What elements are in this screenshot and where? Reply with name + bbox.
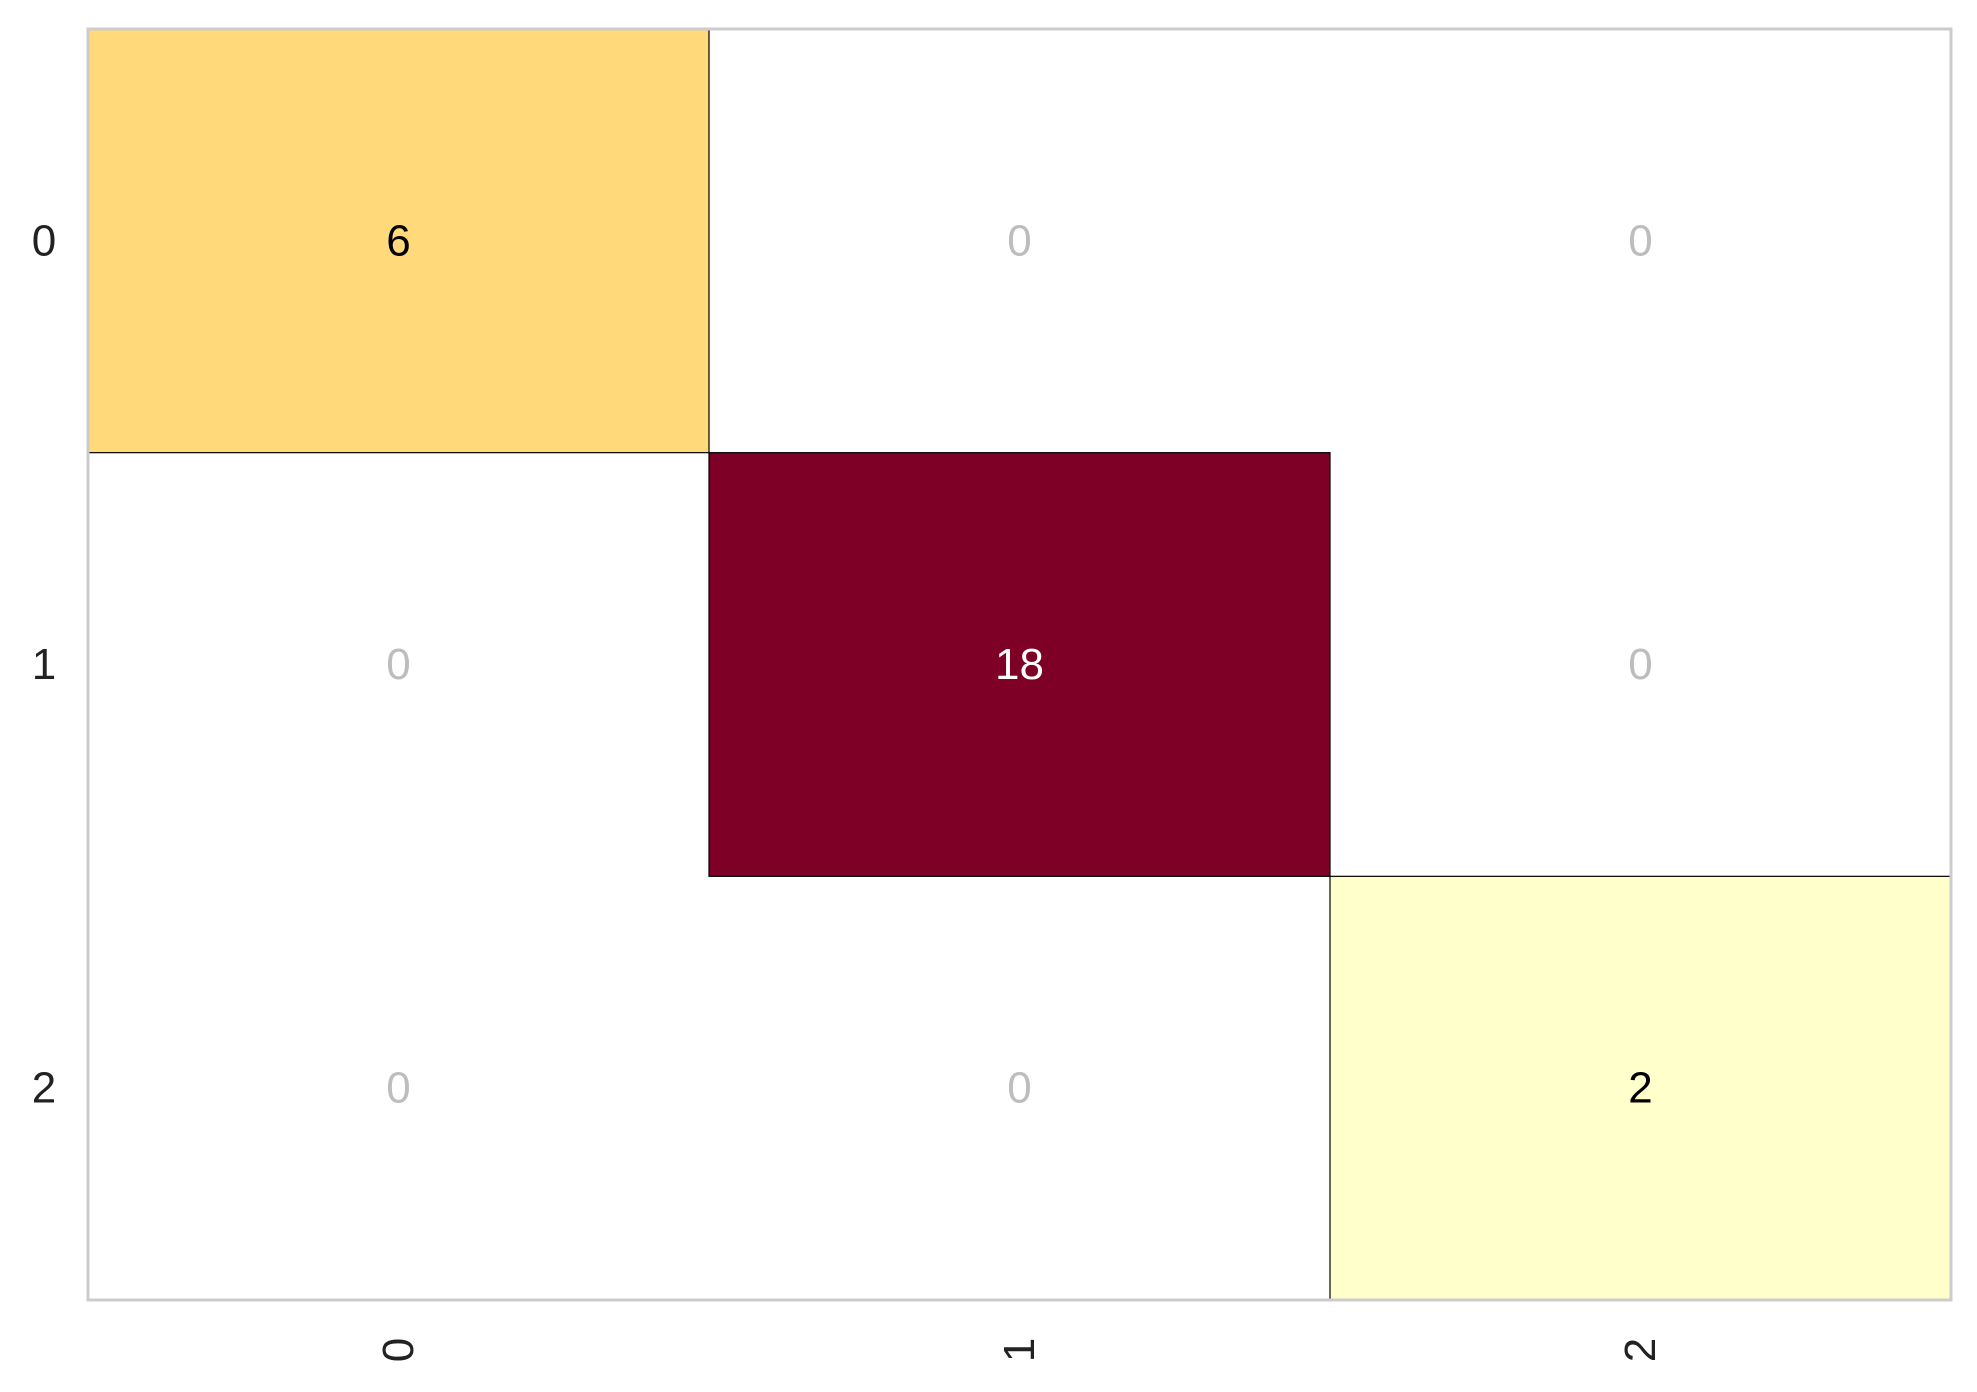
cell-value-label-r2-c1: 0	[1007, 1064, 1031, 1113]
cell-labels-layer: 6 0 0 0 18 0 0 0 2	[386, 216, 1652, 1112]
heatmap-cell-r2-c0	[88, 876, 709, 1300]
x-tick-label-0: 0	[374, 1338, 423, 1362]
heatmap-cell-r1-c2	[1330, 452, 1951, 877]
cell-value-label-r2-c0: 0	[386, 1064, 410, 1113]
plot-frame	[86, 27, 1953, 1302]
cell-value-label-r0-c0: 6	[386, 216, 410, 265]
x-tick-label-2: 2	[1616, 1338, 1665, 1362]
cell-value-label-r0-c2: 0	[1628, 216, 1652, 265]
cell-value-label-r1-c2: 0	[1628, 640, 1652, 689]
heatmap-cell-r0-c2	[1330, 29, 1951, 453]
cell-value-label-r2-c2: 2	[1628, 1064, 1652, 1113]
heatmap-cell-r1-c0	[88, 452, 709, 877]
heatmap-cell-edge-r1-c1	[708, 452, 1331, 877]
y-tick-label-1: 1	[32, 640, 56, 689]
heatmap-cell-r0-c0	[88, 29, 709, 453]
y-tick-label-0: 0	[32, 216, 56, 265]
cell-value-label-r1-c0: 0	[386, 640, 410, 689]
heatmap-cell-r1-c1	[709, 452, 1330, 877]
y-tick-labels: 0 1 2	[32, 216, 56, 1112]
cell-value-label-r0-c1: 0	[1007, 216, 1031, 265]
x-tick-labels: 0 1 2	[374, 1338, 1665, 1362]
heatmap-cell-r2-c1	[709, 876, 1330, 1300]
cells-layer	[88, 29, 1951, 1300]
cell-value-label-r1-c1: 18	[995, 640, 1044, 689]
y-tick-label-2: 2	[32, 1064, 56, 1113]
x-tick-label-1: 1	[995, 1338, 1044, 1362]
heatmap-cell-r0-c1	[709, 29, 1330, 453]
heatmap-cell-r2-c2	[1330, 876, 1951, 1300]
